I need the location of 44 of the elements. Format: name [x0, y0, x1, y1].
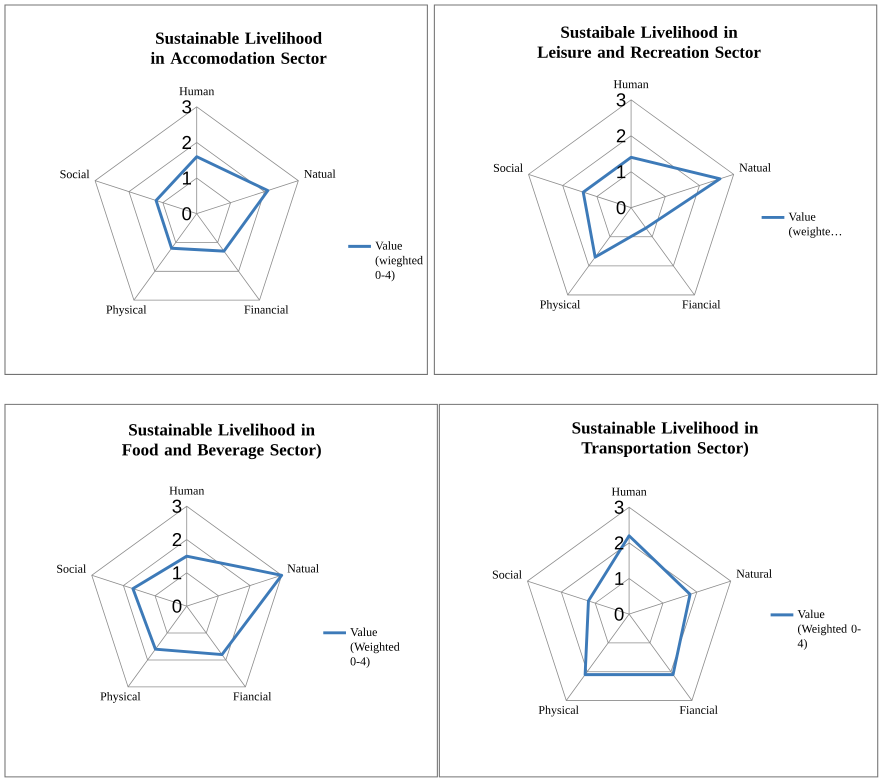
- y-tick-label: 1: [617, 165, 626, 178]
- y-tick-label: 2: [172, 533, 182, 546]
- spoke-label: Human: [612, 488, 647, 496]
- spoke-label: Social: [494, 164, 523, 172]
- legend-label: Value (weighte…: [788, 212, 842, 238]
- legend-label: Value (Weighted 0-4): [350, 628, 400, 668]
- y-tick-label: 1: [173, 566, 182, 580]
- spoke-label: Natural: [736, 569, 772, 578]
- spoke-label: Physical: [538, 706, 579, 717]
- y-tick-label: 1: [615, 572, 624, 585]
- spoke-label: Natual: [739, 163, 771, 172]
- spoke-label: Social: [57, 564, 86, 573]
- chart-title: Sustainable Livelihood in Accomodation Sector: [150, 32, 326, 64]
- spoke-label: Human: [169, 486, 204, 495]
- spoke-label: Financial: [244, 305, 288, 314]
- chart-title: Sustainable Livelihood in Transportation Sector): [572, 422, 758, 458]
- y-tick-label: 0: [182, 207, 192, 220]
- y-tick-label: 0: [172, 600, 182, 613]
- spoke-label: Physical: [106, 305, 146, 316]
- spoke-label: Human: [614, 80, 649, 88]
- y-tick-label: 2: [182, 136, 191, 150]
- spoke-label: Human: [179, 87, 214, 96]
- chart-title: Sustaibale Livelihood in Leisure and Recreation Sector: [537, 26, 761, 58]
- legend-label: Value (Weighted 0-4): [798, 610, 861, 650]
- spoke-label: Physical: [540, 300, 580, 311]
- spoke-label: Fiancial: [680, 706, 718, 714]
- y-tick-label: 3: [616, 93, 626, 107]
- y-tick-label: 0: [616, 201, 626, 214]
- spoke-label: Social: [60, 170, 90, 178]
- y-tick-label: 3: [182, 100, 192, 114]
- spoke-label: Natual: [304, 170, 336, 178]
- spoke-label: Fiancial: [233, 692, 272, 700]
- y-tick-label: 1: [182, 172, 192, 185]
- chart-title: Sustainable Livelihood in Food and Beverage Sector): [122, 424, 321, 460]
- spoke-label: Physical: [100, 692, 140, 703]
- spoke-label: Social: [492, 570, 522, 579]
- legend-label: Value (wieghted 0-4): [375, 241, 423, 282]
- y-tick-label: 0: [614, 608, 624, 621]
- spoke-label: Natual: [288, 564, 319, 573]
- spoke-label: Fiancial: [682, 300, 720, 309]
- y-tick-label: 2: [616, 129, 626, 142]
- y-tick-label: 3: [614, 500, 624, 514]
- y-tick-label: 3: [172, 500, 182, 513]
- y-tick-label: 2: [614, 536, 624, 550]
